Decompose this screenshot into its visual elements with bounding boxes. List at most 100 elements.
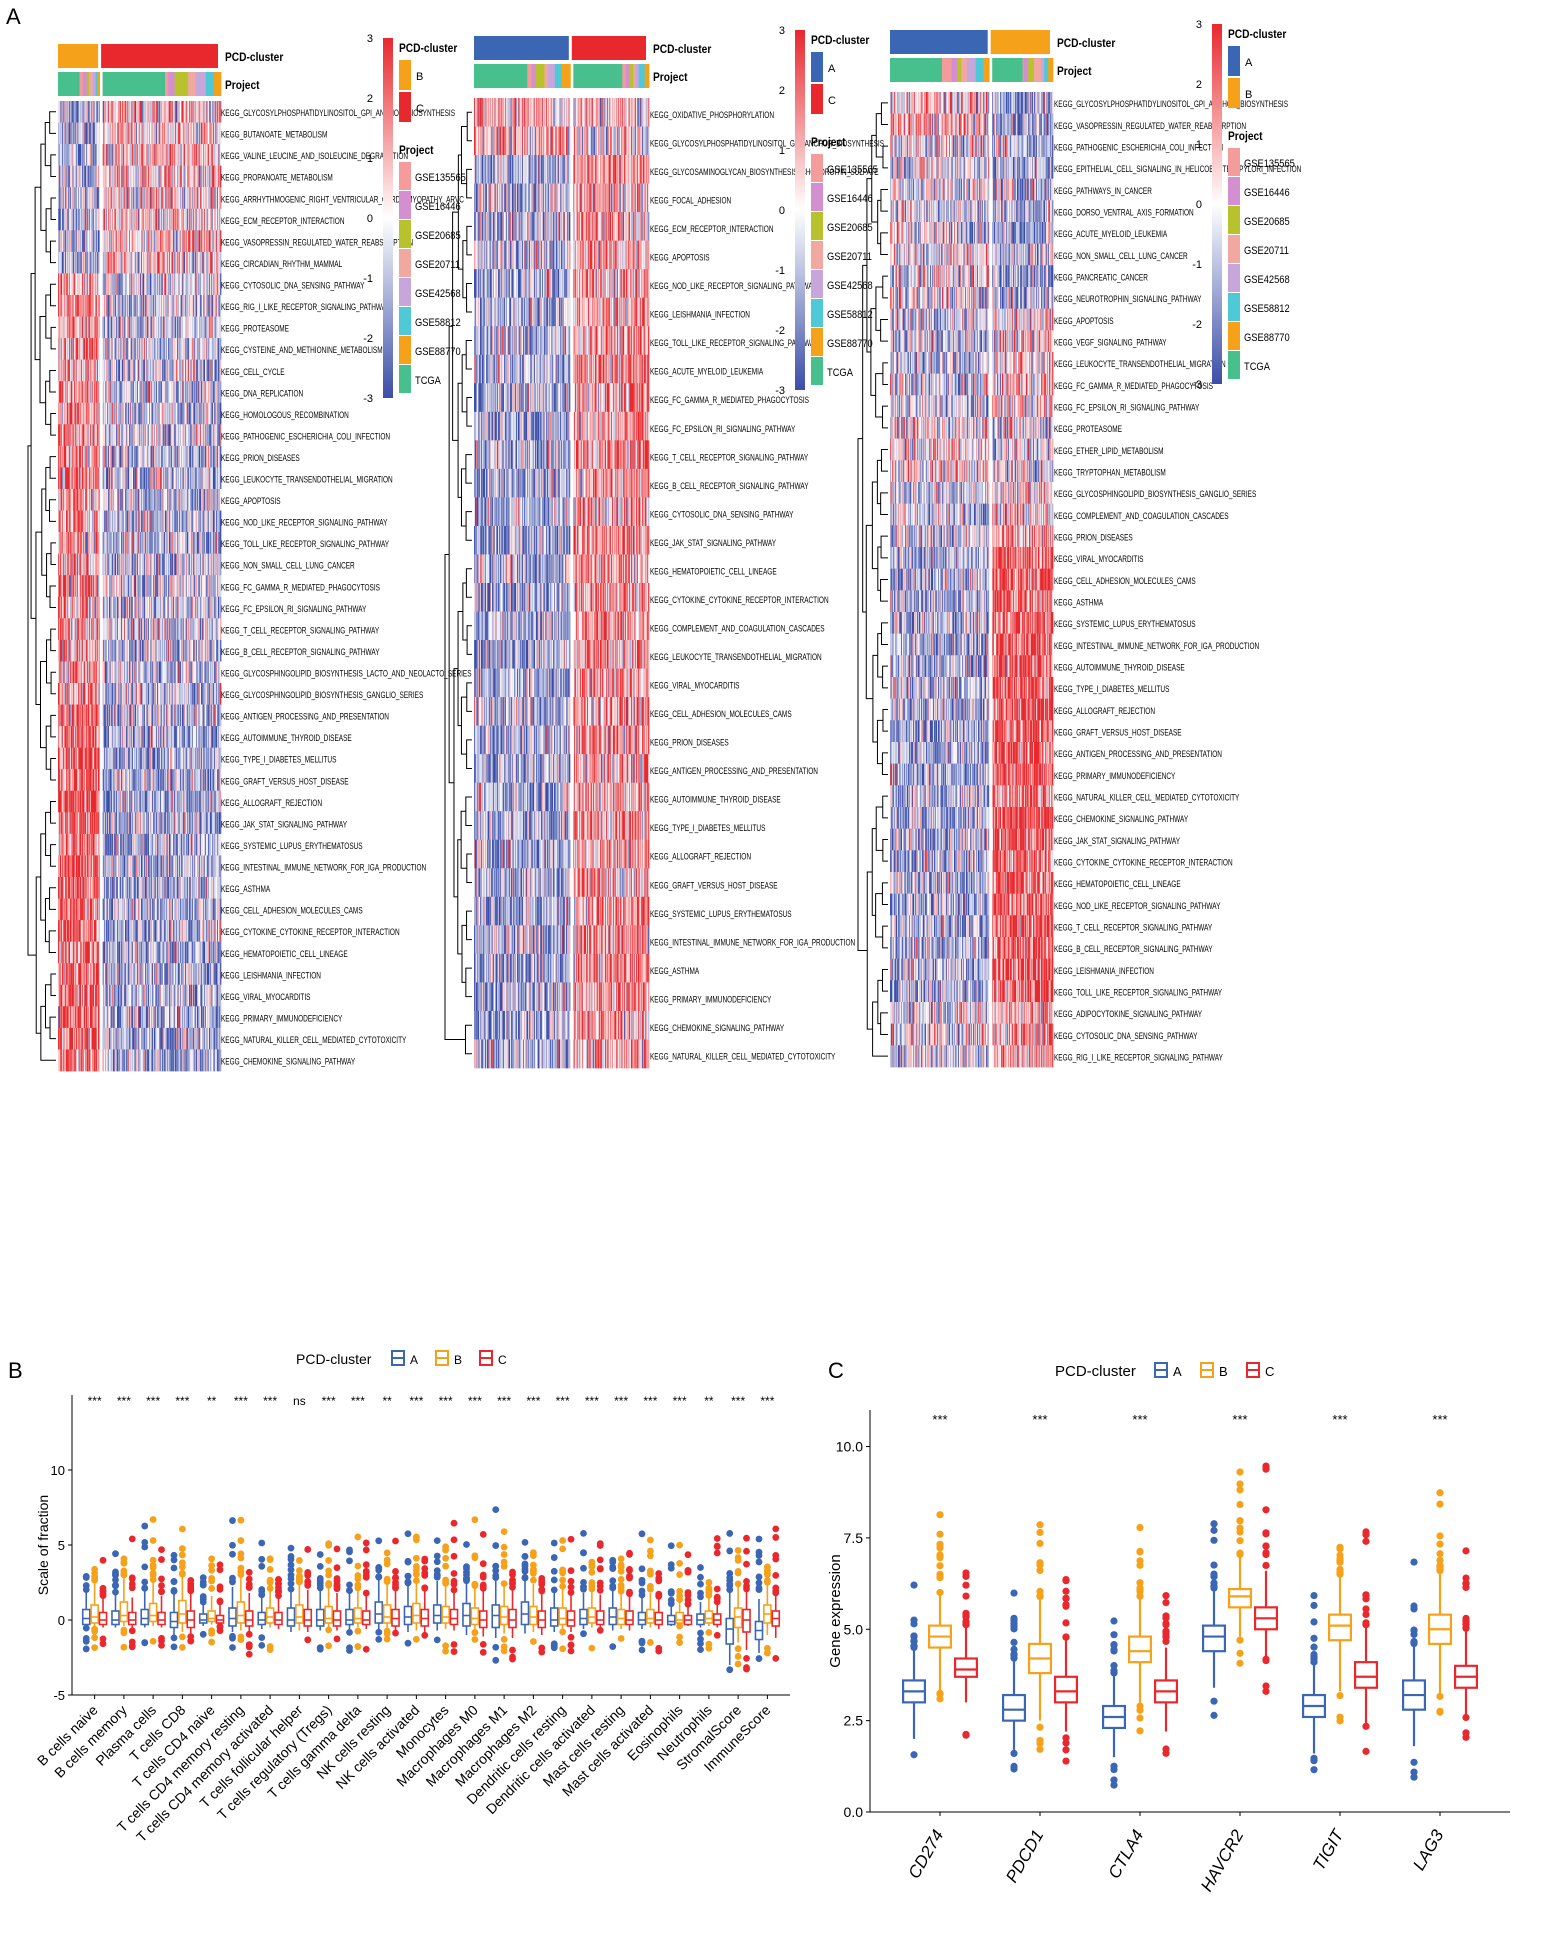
outlier-point — [743, 1548, 750, 1555]
outlier-point — [626, 1573, 633, 1580]
outlier-point — [317, 1582, 324, 1589]
legend-key-C: C — [828, 95, 836, 107]
x-tick-label: CD274 — [905, 1827, 948, 1882]
outlier-point — [1310, 1755, 1317, 1762]
outlier-point — [246, 1643, 253, 1650]
outlier-point — [1136, 1702, 1143, 1709]
outlier-point — [442, 1648, 449, 1655]
outlier-point — [1110, 1781, 1117, 1788]
outlier-point — [1010, 1639, 1017, 1646]
outlier-point — [288, 1545, 295, 1552]
outlier-point — [647, 1537, 654, 1544]
outlier-point — [1436, 1709, 1443, 1716]
outlier-point — [346, 1557, 353, 1564]
legend-swatch-project — [1228, 235, 1240, 263]
scale-tick: -2 — [363, 333, 373, 345]
row-label: KEGG_JAK_STAT_SIGNALING_PATHWAY — [1054, 836, 1181, 846]
outlier-point — [697, 1630, 704, 1637]
row-label: KEGG_T_CELL_RECEPTOR_SIGNALING_PATHWAY — [650, 452, 809, 462]
legend-swatch-project — [811, 270, 823, 298]
box-C — [333, 1546, 340, 1643]
row-label: KEGG_SYSTEMIC_LUPUS_ERYTHEMATOSUS — [221, 841, 363, 851]
outlier-point — [317, 1551, 324, 1558]
outlier-point — [1110, 1763, 1117, 1770]
box-A — [609, 1557, 616, 1650]
outlier-point — [1110, 1617, 1117, 1624]
x-tick-label: LAG3 — [1409, 1826, 1447, 1874]
box-C — [597, 1540, 604, 1634]
outlier-point — [1036, 1588, 1043, 1595]
row-label: KEGG_SYSTEMIC_LUPUS_ERYTHEMATOSUS — [1054, 619, 1196, 629]
row-label: KEGG_NOD_LIKE_RECEPTOR_SIGNALING_PATHWAY — [650, 281, 817, 291]
outlier-point — [392, 1538, 399, 1545]
box-C — [216, 1561, 223, 1634]
box-B — [618, 1555, 625, 1642]
outlier-point — [1262, 1506, 1269, 1513]
cluster-annotation-A — [890, 30, 988, 54]
legend-key-project: GSE88770 — [1244, 332, 1290, 344]
box-body — [580, 1610, 587, 1625]
outlier-point — [346, 1547, 353, 1554]
outlier-point — [522, 1553, 529, 1560]
legend-title: PCD-cluster — [1055, 1363, 1136, 1380]
legend-swatch-project — [399, 278, 411, 306]
outlier-point — [714, 1550, 721, 1557]
outlier-point — [1236, 1528, 1243, 1535]
outlier-point — [568, 1634, 575, 1641]
box-body — [83, 1610, 90, 1625]
row-label: KEGG_ADIPOCYTOKINE_SIGNALING_PATHWAY — [1054, 1009, 1203, 1019]
box-A — [726, 1530, 733, 1673]
outlier-point — [538, 1645, 545, 1652]
y-axis-title: Gene expression — [827, 1554, 844, 1667]
significance-label: *** — [175, 1394, 189, 1408]
row-label: KEGG_B_CELL_RECEPTOR_SIGNALING_PATHWAY — [1054, 944, 1213, 954]
outlier-point — [1310, 1651, 1317, 1658]
box-C — [1055, 1576, 1077, 1765]
outlier-point — [237, 1517, 244, 1524]
box-body — [1003, 1695, 1025, 1721]
legend-key-project: GSE20711 — [827, 251, 872, 263]
outlier-point — [668, 1597, 675, 1604]
outlier-point — [208, 1630, 215, 1637]
outlier-point — [141, 1563, 148, 1570]
row-label: KEGG_AUTOIMMUNE_THYROID_DISEASE — [650, 795, 781, 805]
legend-key-B: B — [1245, 89, 1252, 101]
box-C — [421, 1556, 428, 1639]
legend-swatch-project — [399, 365, 411, 393]
legend-swatch-project — [399, 249, 411, 277]
heatmap-cells — [474, 98, 649, 1068]
box-B — [764, 1564, 771, 1657]
significance-label: *** — [117, 1394, 131, 1408]
outlier-point — [120, 1644, 127, 1651]
row-label: KEGG_PATHOGENIC_ESCHERICHIA_COLI_INFECTI… — [221, 431, 390, 441]
outlier-point — [354, 1643, 361, 1650]
outlier-point — [1062, 1757, 1069, 1764]
box-A — [141, 1523, 148, 1647]
row-label: KEGG_HOMOLOGOUS_RECOMBINATION — [221, 410, 349, 420]
box-C — [187, 1577, 194, 1644]
outlier-point — [588, 1559, 595, 1566]
outlier-point — [1262, 1682, 1269, 1689]
outlier-point — [480, 1531, 487, 1538]
box-B — [676, 1542, 683, 1646]
legend-swatch-project — [399, 307, 411, 335]
outlier-point — [714, 1586, 721, 1593]
box-body — [1129, 1637, 1151, 1663]
box-body — [618, 1610, 625, 1625]
outlier-point — [208, 1555, 215, 1562]
scale-tick: 2 — [367, 93, 373, 105]
row-label: KEGG_PRION_DISEASES — [221, 453, 300, 463]
outlier-point — [1462, 1547, 1469, 1554]
outlier-point — [237, 1555, 244, 1562]
outlier-point — [217, 1561, 224, 1568]
box-body — [317, 1610, 324, 1627]
outlier-point — [580, 1586, 587, 1593]
box-body — [354, 1608, 361, 1623]
outlier-point — [1210, 1712, 1217, 1719]
box-body — [551, 1608, 558, 1626]
box-A — [551, 1540, 558, 1651]
outlier-point — [676, 1639, 683, 1646]
project-annotation — [474, 64, 649, 88]
row-label: KEGG_OXIDATIVE_PHOSPHORYLATION — [650, 110, 774, 120]
row-label: KEGG_B_CELL_RECEPTOR_SIGNALING_PATHWAY — [221, 647, 380, 657]
